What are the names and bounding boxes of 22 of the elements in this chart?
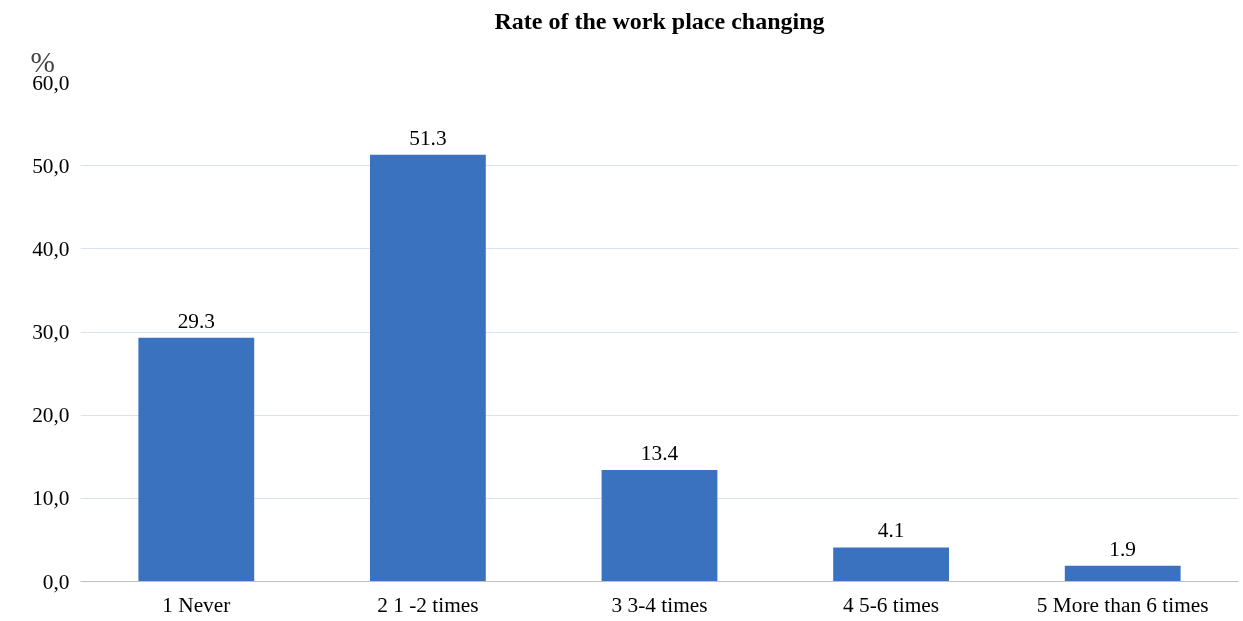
data-label: 29.3 bbox=[177, 308, 215, 333]
y-tick-label: 40,0 bbox=[32, 236, 70, 261]
x-tick-label: 3 3-4 times bbox=[611, 592, 708, 617]
bar bbox=[370, 154, 486, 582]
bar bbox=[833, 547, 949, 582]
bar bbox=[601, 470, 718, 582]
y-tick-label: 50,0 bbox=[32, 153, 70, 178]
y-tick-label: 20,0 bbox=[32, 403, 70, 428]
x-tick-label: 2 1 -2 times bbox=[377, 592, 479, 617]
data-label: 4.1 bbox=[877, 518, 905, 543]
bar bbox=[1064, 565, 1181, 582]
data-label: 1.9 bbox=[1109, 536, 1137, 561]
chart-title: Rate of the work place changing bbox=[494, 7, 825, 34]
data-label: 51.3 bbox=[409, 125, 447, 150]
bar bbox=[138, 337, 255, 582]
x-tick-label: 4 5-6 times bbox=[843, 592, 940, 617]
y-tick-label: 10,0 bbox=[32, 486, 70, 511]
x-tick-label: 5 More than 6 times bbox=[1036, 592, 1209, 617]
y-tick-label: 0,0 bbox=[42, 569, 70, 594]
data-label: 13.4 bbox=[640, 441, 679, 466]
y-tick-label: 30,0 bbox=[32, 320, 70, 344]
x-tick-label: 1 Never bbox=[162, 592, 231, 617]
